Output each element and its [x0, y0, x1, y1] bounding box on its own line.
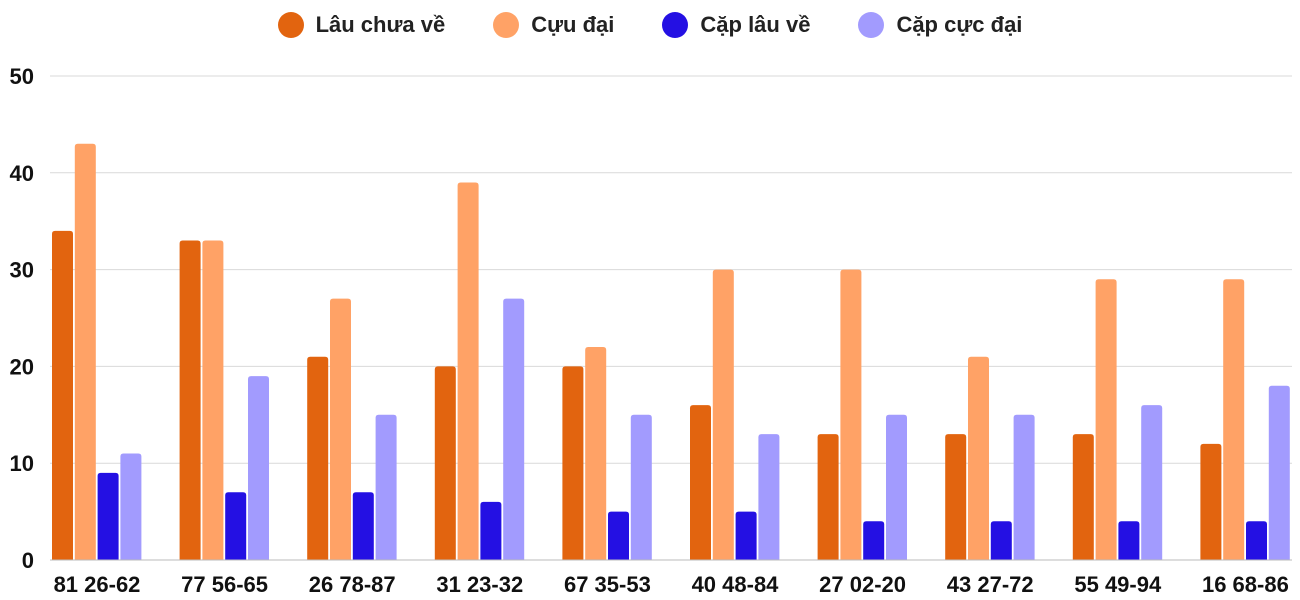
- bar: [968, 356, 989, 560]
- legend-label: Cựu đại: [531, 12, 615, 37]
- bar: [74, 143, 96, 560]
- bar: [712, 269, 734, 560]
- bar: [817, 434, 839, 560]
- bar: [1246, 521, 1267, 560]
- legend-label: Cặp lâu về: [700, 12, 811, 37]
- bar: [52, 230, 73, 560]
- bar: [434, 366, 456, 560]
- bar: [120, 453, 142, 560]
- bar: [990, 521, 1012, 560]
- bar: [1141, 405, 1163, 560]
- y-tick-label: 50: [10, 64, 34, 89]
- bar: [1013, 414, 1035, 560]
- bar: [690, 405, 711, 560]
- bar: [503, 298, 525, 560]
- bar: [457, 182, 479, 561]
- bar: [179, 240, 201, 560]
- bar: [886, 414, 907, 560]
- x-tick-label: 27 02-20: [819, 572, 906, 597]
- y-tick-label: 0: [22, 548, 34, 573]
- x-tick-label: 81 26-62: [54, 572, 141, 597]
- x-tick-label: 77 56-65: [181, 572, 268, 597]
- legend-item-cap-cuc-dai[interactable]: Cặp cực đại: [858, 12, 1022, 38]
- bar: [735, 511, 757, 560]
- bar: [1223, 279, 1245, 560]
- x-tick-label: 26 78-87: [309, 572, 396, 597]
- legend-label: Lâu chưa về: [315, 12, 446, 37]
- legend-item-cuu-dai[interactable]: Cựu đại: [493, 12, 614, 38]
- legend-swatch: [858, 12, 885, 38]
- bar: [202, 240, 224, 560]
- legend-item-cap-lau-ve[interactable]: Cặp lâu về: [662, 12, 810, 38]
- x-tick-label: 40 48-84: [692, 572, 780, 597]
- bar: [1118, 521, 1140, 560]
- bar: [608, 511, 629, 560]
- bar: [1072, 434, 1094, 560]
- x-tick-label: 16 68-86: [1202, 572, 1289, 597]
- bar: [97, 472, 119, 560]
- bar: [1268, 385, 1290, 560]
- y-tick-label: 30: [10, 258, 34, 283]
- bar: [630, 414, 652, 560]
- y-tick-label: 10: [10, 451, 34, 476]
- bar: [840, 269, 862, 560]
- bar: [248, 376, 269, 560]
- bar: [307, 356, 329, 560]
- bar: [585, 347, 607, 560]
- x-tick-label: 31 23-32: [436, 572, 523, 597]
- x-tick-label: 43 27-72: [947, 572, 1034, 597]
- bar: [480, 501, 502, 560]
- legend-item-lau-chua-ve[interactable]: Lâu chưa về: [277, 12, 446, 38]
- bar: [1095, 279, 1117, 560]
- legend-swatch: [662, 12, 689, 38]
- y-tick-label: 40: [10, 161, 34, 186]
- y-tick-label: 20: [10, 354, 34, 379]
- x-tick-label: 55 49-94: [1074, 572, 1162, 597]
- bar: [352, 492, 374, 560]
- bar: [1200, 443, 1222, 560]
- bar: [758, 434, 780, 560]
- bar: [863, 521, 885, 560]
- bar: [945, 434, 967, 560]
- legend-label: Cặp cực đại: [896, 12, 1023, 37]
- legend-swatch: [277, 12, 304, 38]
- bar: [330, 298, 351, 560]
- bar: [562, 366, 584, 560]
- bar: [375, 414, 397, 560]
- x-tick-label: 67 35-53: [564, 572, 651, 597]
- legend: Lâu chưa về Cựu đại Cặp lâu về Cặp cực đ…: [0, 12, 1300, 38]
- legend-swatch: [493, 12, 520, 38]
- bar: [225, 492, 247, 560]
